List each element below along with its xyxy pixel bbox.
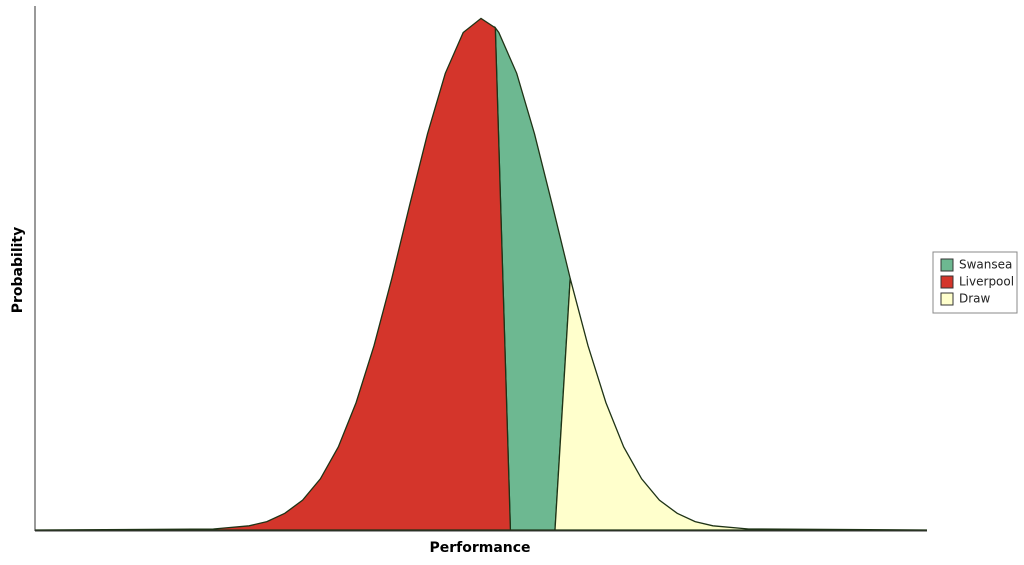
legend-swatch (940, 258, 954, 272)
legend-label: Liverpool (959, 275, 1014, 289)
legend-label: Draw (959, 292, 991, 306)
legend-label: Swansea (959, 258, 1012, 272)
area-region (554, 278, 928, 531)
legend-swatch (940, 275, 954, 289)
legend: Swansea Liverpool Draw (932, 251, 1018, 314)
plot-area (34, 17, 928, 531)
area-region (494, 25, 571, 531)
x-axis-label: Performance (429, 540, 530, 556)
area-region (34, 17, 512, 531)
legend-swatch (940, 292, 954, 306)
y-axis-label: Probability (10, 227, 26, 314)
